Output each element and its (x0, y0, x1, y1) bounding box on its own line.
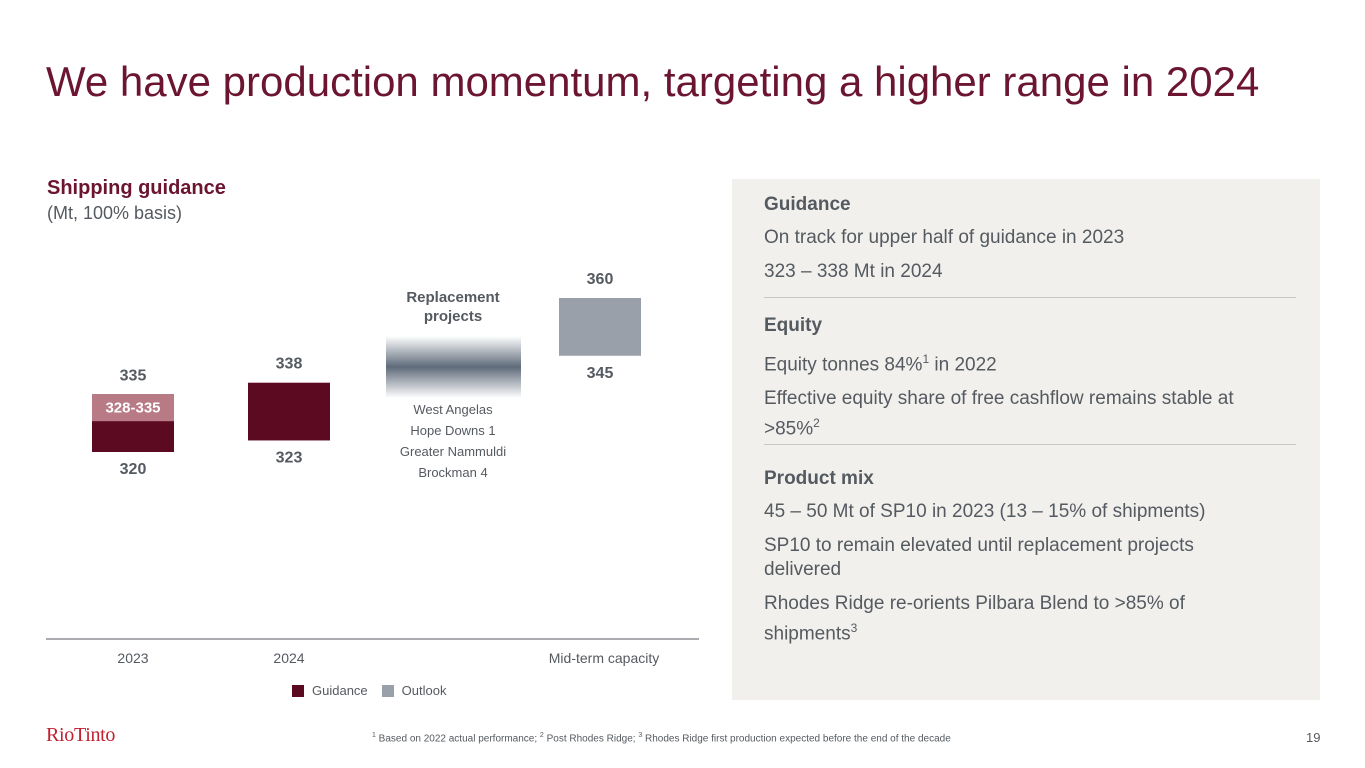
product-mix-heading: Product mix (764, 468, 874, 489)
bar-low-label: 345 (587, 365, 614, 382)
equity-line: Effective equity share of free cashflow … (764, 388, 1234, 440)
bar-low-label: 323 (276, 449, 303, 466)
shipping-guidance-chart: 328-335 335 320 338 323 360 345 2023 2024 Mid-ter… (46, 271, 699, 666)
bar-2024 (248, 382, 330, 441)
bar-high-label: 360 (587, 271, 614, 288)
project-label: Hope Downs 1 (410, 423, 495, 438)
guidance-heading: Guidance (764, 194, 851, 215)
bar-mid-term-capacity (559, 298, 641, 356)
replacement-projects-band (386, 336, 521, 398)
bar-high-label: 335 (120, 367, 147, 384)
product-mix-line: Rhodes Ridge re-orients Pilbara Blend to… (764, 593, 1185, 645)
guidance-line: 323 – 338 Mt in 2024 (764, 261, 943, 282)
guidance-section: Guidance On track for upper half of guid… (764, 194, 1296, 294)
bar-low-label: 320 (120, 461, 147, 478)
product-mix-section: Product mix 45 – 50 Mt of SP10 in 2023 (… (764, 468, 1296, 656)
legend-swatch (292, 684, 304, 697)
replacement-heading-line1: Replacement (406, 289, 499, 306)
rio-tinto-logo: RioTinto (46, 724, 116, 746)
equity-line: Equity tonnes 84%1 in 2022 (764, 352, 997, 376)
footnote: 1 Based on 2022 actual performance; 2 Po… (372, 732, 951, 745)
chart-subtitle: (Mt, 100% basis) (47, 203, 183, 223)
project-label: Greater Nammuldi (400, 444, 506, 459)
page-number: 19 (1306, 730, 1321, 745)
panel-divider (764, 297, 1296, 298)
bar-overlay-range (92, 394, 174, 422)
legend-item-outlook: Outlook (381, 683, 447, 698)
legend-label: Outlook (401, 683, 447, 698)
equity-heading: Equity (764, 315, 823, 336)
page-title: We have production momentum, targeting a… (46, 58, 1260, 105)
panel-divider (764, 444, 1296, 445)
overlay-label: 328-335 (105, 400, 160, 417)
equity-section: Equity Equity tonnes 84%1 in 2022 Effect… (764, 315, 1296, 452)
guidance-panel: Guidance On track for upper half of guid… (732, 179, 1320, 700)
replacement-heading-line2: projects (424, 308, 482, 325)
x-tick-label: 2023 (117, 650, 148, 666)
chart-title: Shipping guidance (47, 177, 226, 199)
project-label: West Angelas (413, 402, 493, 417)
product-mix-line: 45 – 50 Mt of SP10 in 2023 (13 – 15% of … (764, 501, 1206, 522)
bar-high-label: 338 (276, 356, 303, 373)
x-tick-label: 2024 (273, 650, 304, 666)
project-label: Brockman 4 (418, 465, 487, 480)
chart-legend: Guidance Outlook (292, 683, 454, 698)
legend-swatch (381, 684, 394, 697)
guidance-line: On track for upper half of guidance in 2… (764, 227, 1125, 248)
legend-label: Guidance (312, 683, 368, 698)
legend-item-guidance: Guidance (292, 683, 368, 698)
x-tick-label: Mid-term capacity (549, 650, 659, 666)
product-mix-line: SP10 to remain elevated until replacemen… (764, 535, 1194, 580)
